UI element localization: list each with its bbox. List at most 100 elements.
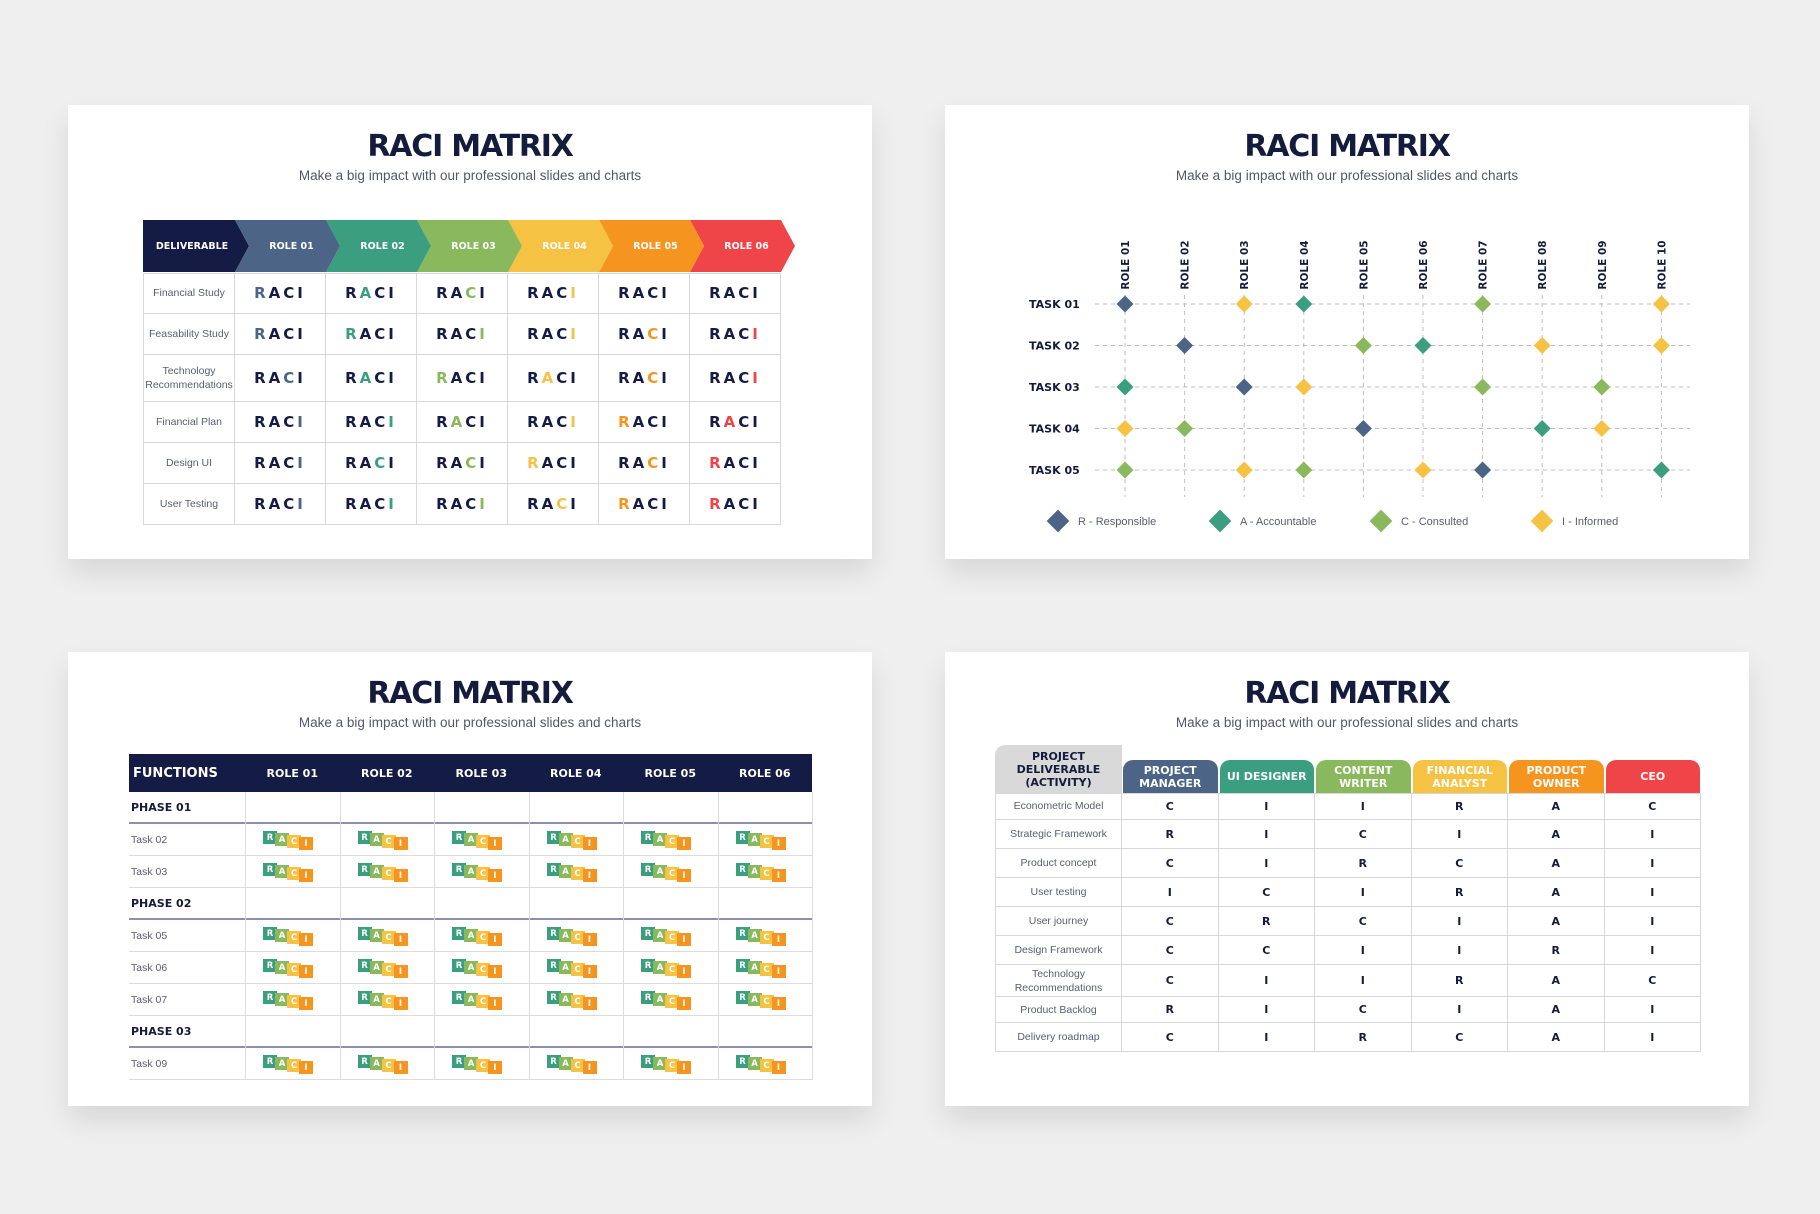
raci-chip: I (582, 869, 597, 882)
raci-chip: I (488, 933, 502, 946)
raci-cell: A (1508, 820, 1605, 849)
raci-chip: A (653, 865, 667, 878)
task-label: Task 02 (131, 833, 168, 846)
raci-cell: A (1508, 907, 1605, 936)
raci-letter: I (297, 325, 306, 343)
raci-chip: I (582, 837, 597, 850)
raci-cell: C (1218, 936, 1315, 965)
raci-chip: R (263, 831, 277, 844)
raci-letter: R (345, 454, 360, 472)
raci-chip: C (570, 835, 585, 848)
role-label: ROLE 02 (1180, 240, 1192, 289)
raci-letter: I (297, 369, 306, 387)
raci-letter: A (723, 495, 739, 513)
row-label: Product Backlog (1020, 1003, 1097, 1016)
raci-cell: C (1122, 1023, 1219, 1052)
raci-value: R (1165, 827, 1174, 841)
raci-chip: C (665, 995, 679, 1008)
raci-value: C (1165, 943, 1174, 957)
legend-marker (1369, 509, 1393, 533)
row-label-cell: Design Framework (995, 936, 1122, 965)
raci-value: R (1358, 856, 1367, 870)
raci-letters: RACI (436, 325, 488, 343)
raci-chip: C (476, 963, 490, 976)
column-divider (245, 792, 246, 1080)
raci-cell: I (1218, 997, 1315, 1023)
raci-cell: RACI (599, 484, 690, 525)
raci-letters: RACI (527, 495, 579, 513)
raci-letters: RACI (527, 454, 579, 472)
raci-letter: C (647, 495, 662, 513)
raci-chip: I (771, 1061, 786, 1074)
slide-subtitle: Make a big impact with our professional … (298, 168, 642, 183)
raci-chip: I (771, 965, 786, 978)
header-role-label: CEO (1640, 770, 1666, 783)
header-role-label: ROLE 06 (724, 240, 769, 252)
raci-letter: I (661, 454, 670, 472)
raci-chip: R (452, 1055, 466, 1068)
raci-letter: C (283, 325, 298, 343)
raci-letter: R (254, 325, 269, 343)
raci-cell: RACI (508, 273, 599, 314)
raci-cell: I (1411, 936, 1508, 965)
raci-cell: RACI (508, 314, 599, 355)
header-role: ROLE 03 (417, 220, 522, 272)
raci-marker (1533, 420, 1551, 437)
raci-chip: A (464, 1057, 478, 1070)
header-role: ROLE 01 (266, 766, 318, 780)
raci-cell: C (1604, 965, 1701, 997)
task-row: Task 03 R A C I R A C I R A C I R A C I R A C I R A C I (129, 856, 812, 888)
raci-cell: I (1218, 1023, 1315, 1052)
raci-letter: C (465, 413, 480, 431)
raci-cell: R (1315, 849, 1412, 878)
raci-letter: I (570, 413, 579, 431)
raci-letter: I (752, 495, 761, 513)
raci-letters: RACI (254, 413, 306, 431)
raci-value: A (1551, 1030, 1560, 1044)
raci-cell: C (1122, 793, 1219, 820)
raci-value: R (1358, 1030, 1367, 1044)
raci-value: I (1360, 974, 1365, 987)
raci-cell: RACI (508, 443, 599, 484)
raci-chip: A (464, 929, 478, 942)
row-label: Technology Recommendations (1014, 967, 1103, 994)
raci-value: I (1457, 827, 1462, 841)
raci-value: R (1455, 974, 1464, 987)
raci-cell: A (1508, 997, 1605, 1023)
raci-chip: R (263, 863, 277, 876)
raci-letter: A (541, 369, 557, 387)
raci-chip: A (653, 929, 667, 942)
task-label: TASK 01 (1029, 298, 1080, 311)
raci-value: R (1165, 1003, 1174, 1016)
raci-value: I (1650, 943, 1655, 957)
raci-letter: R (436, 284, 451, 302)
raci-value: C (1262, 943, 1271, 957)
raci-chip: C (759, 963, 774, 976)
row-label-cell: Technology Recommendations (143, 355, 235, 402)
header-role-tab: CONTENT WRITER (1316, 760, 1411, 793)
header-role-label: ROLE 01 (269, 240, 314, 252)
header-role-tab: CEO (1605, 760, 1700, 793)
raci-letters: RACI (254, 325, 306, 343)
raci-value: R (1551, 943, 1560, 957)
raci-cell: I (1604, 1023, 1701, 1052)
raci-letters: RACI (254, 284, 306, 302)
raci-cell: RACI (599, 314, 690, 355)
raci-chip: I (582, 1061, 597, 1074)
raci-letter: A (450, 454, 466, 472)
raci-letter: R (618, 413, 633, 431)
header-functions: FUNCTIONS (133, 765, 218, 781)
raci-chip: C (665, 835, 679, 848)
raci-letter: C (283, 495, 298, 513)
raci-marker (1176, 420, 1194, 437)
raci-cell: RACI (235, 314, 326, 355)
raci-marker (1474, 295, 1492, 313)
raci-chip: R (641, 1055, 655, 1068)
row-label-cell: Econometric Model (995, 793, 1122, 820)
raci-cell: I (1411, 820, 1508, 849)
raci-value: I (1650, 914, 1655, 928)
raci-cell: I (1604, 820, 1701, 849)
raci-letter: C (738, 284, 753, 302)
raci-cell: RACI (417, 273, 508, 314)
raci-chip: I (582, 965, 597, 978)
